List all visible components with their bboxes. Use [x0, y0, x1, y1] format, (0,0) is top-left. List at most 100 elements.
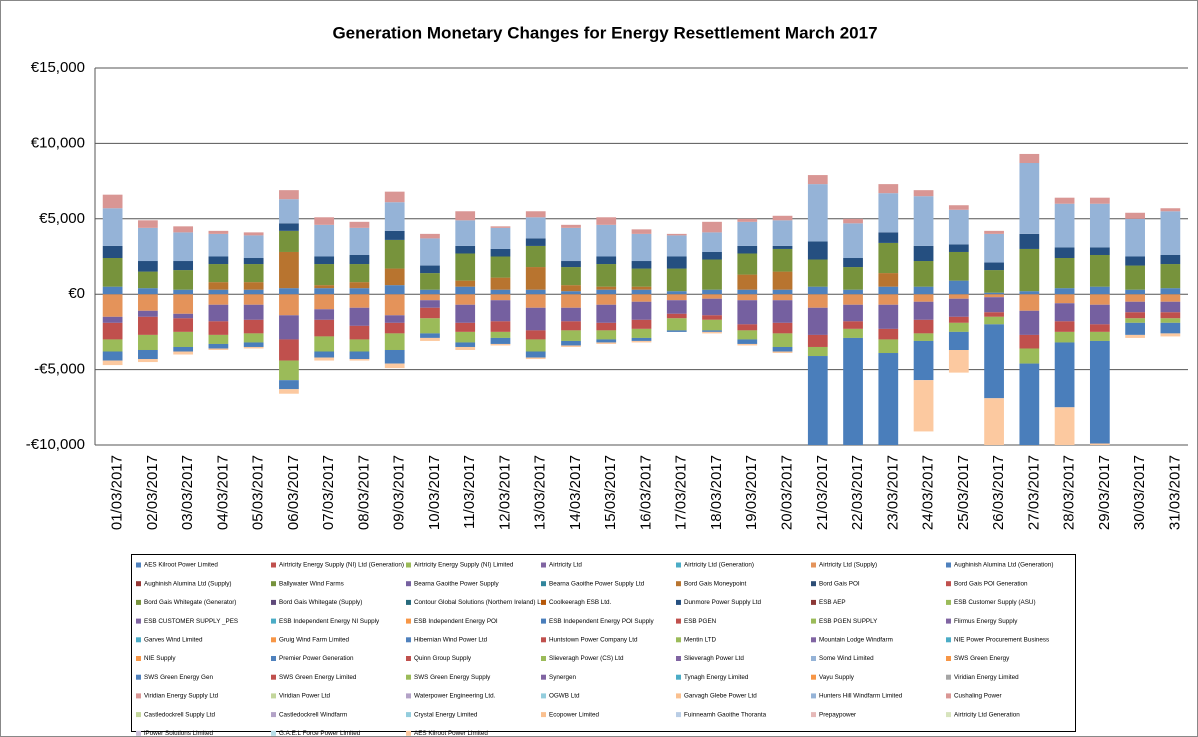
bar-segment [984, 262, 1004, 271]
bar-segment [878, 232, 899, 243]
bar-segment [349, 282, 370, 289]
bar-segment [314, 217, 335, 225]
legend-swatch [271, 712, 276, 718]
legend-label: Premier Power Generation [279, 655, 354, 662]
bar-segment [173, 318, 194, 332]
bar-segment [737, 324, 758, 331]
legend-label: Coolkeeragh ESB Ltd. [549, 599, 612, 606]
bar-segment [138, 334, 158, 350]
bar-segment [1125, 265, 1145, 290]
legend-swatch [406, 656, 411, 661]
bar-segment [420, 318, 440, 334]
bar-segment [1054, 203, 1075, 248]
legend-swatch [406, 637, 411, 643]
legend: AES Kilroot Power Limited Airtricity Ener… [136, 562, 1053, 737]
bar-segment [455, 331, 476, 343]
bar-segment [1160, 254, 1181, 265]
bar-segment [1160, 211, 1181, 255]
bar-segment [420, 265, 440, 274]
bar-segment [525, 307, 546, 331]
legend-label: Airtricity Energy Supply (NI) Ltd (Gener… [279, 562, 404, 569]
bar-segment [702, 232, 722, 252]
bar-segment [1125, 212, 1145, 219]
legend-label: Flirmus Energy Supply [954, 618, 1018, 625]
legend-label: ESB Independent Energy NI Supply [279, 618, 380, 625]
bar-segment [807, 259, 828, 287]
bar-segment [666, 233, 687, 236]
x-tick-label: 29/03/2017 [1096, 455, 1113, 530]
bar-segment [878, 184, 899, 194]
bar-segment [737, 221, 758, 246]
x-tick-label: 19/03/2017 [743, 455, 760, 530]
legend-label: Castledockrell Windfarm [279, 711, 347, 718]
bar-segment [1089, 247, 1110, 255]
legend-label: Viridian Power Ltd [279, 693, 330, 700]
chart-title: Generation Monetary Changes for Energy R… [332, 23, 877, 42]
legend-swatch [946, 637, 951, 643]
bar-segment [138, 294, 158, 311]
legend-label: Tynagh Energy Limited [684, 674, 749, 681]
bar-segment [208, 233, 229, 257]
bar-segment [843, 304, 863, 322]
legend-swatch [406, 581, 411, 587]
bar-segment [349, 288, 370, 295]
bar-segment [173, 232, 194, 262]
legend-label: Mountain Lodge Windfarm [819, 636, 893, 643]
legend-label: ESB AEP [819, 599, 846, 606]
legend-swatch [406, 693, 411, 699]
bar-segment [702, 298, 722, 316]
bar-segment [913, 261, 934, 287]
bar-segment [173, 226, 194, 233]
legend-swatch [946, 674, 951, 680]
legend-swatch [271, 581, 276, 587]
bar-segment [208, 294, 229, 305]
bar-segment [596, 339, 617, 343]
bar-segment [702, 221, 722, 233]
legend-label: Crystal Energy Limited [414, 711, 478, 718]
bar-segment [631, 289, 652, 295]
bar-segment [279, 223, 299, 231]
bar-segment [490, 226, 511, 228]
legend-swatch [541, 656, 546, 661]
bar-segment [807, 184, 828, 242]
legend-swatch [271, 693, 276, 699]
bar-segment [561, 340, 581, 346]
legend-label: NIE Supply [144, 655, 176, 662]
legend-label: Fuinneamh Gaoithe Thoranta [684, 711, 767, 718]
bar-segment [948, 331, 969, 350]
bar-segment [525, 357, 546, 360]
bar-segment [243, 282, 264, 290]
bar-segment [1019, 248, 1040, 292]
bar-segment [631, 261, 652, 269]
bar-segment [490, 227, 511, 249]
bar-segment [455, 294, 476, 305]
x-tick-label: 10/03/2017 [426, 455, 443, 530]
x-tick-label: 25/03/2017 [955, 455, 972, 530]
bar-segment [1089, 286, 1110, 295]
bar-segment [420, 238, 440, 266]
bar-segment [596, 256, 617, 265]
bar-segment [279, 380, 299, 390]
x-tick-label: 06/03/2017 [285, 455, 302, 530]
bar-segment [208, 264, 229, 283]
legend-swatch [406, 562, 411, 568]
bar-segment [596, 264, 617, 287]
bar-segment [878, 193, 899, 233]
bar-segment [772, 245, 793, 249]
bar-segment [737, 300, 758, 325]
bar-segment [737, 253, 758, 275]
bar-segment [1125, 334, 1145, 338]
legend-swatch [676, 562, 681, 568]
bar-segment [913, 196, 934, 246]
bar-segment [984, 294, 1004, 298]
bar-segment [666, 291, 687, 295]
legend-label: Synergen [549, 674, 576, 681]
bar-segment [138, 359, 158, 363]
bar-segment [420, 273, 440, 290]
bar-segment [138, 261, 158, 272]
y-tick-label: €10,000 [31, 134, 85, 151]
legend-swatch [811, 637, 816, 643]
bar-segment [173, 346, 194, 352]
bar-segment [208, 282, 229, 290]
